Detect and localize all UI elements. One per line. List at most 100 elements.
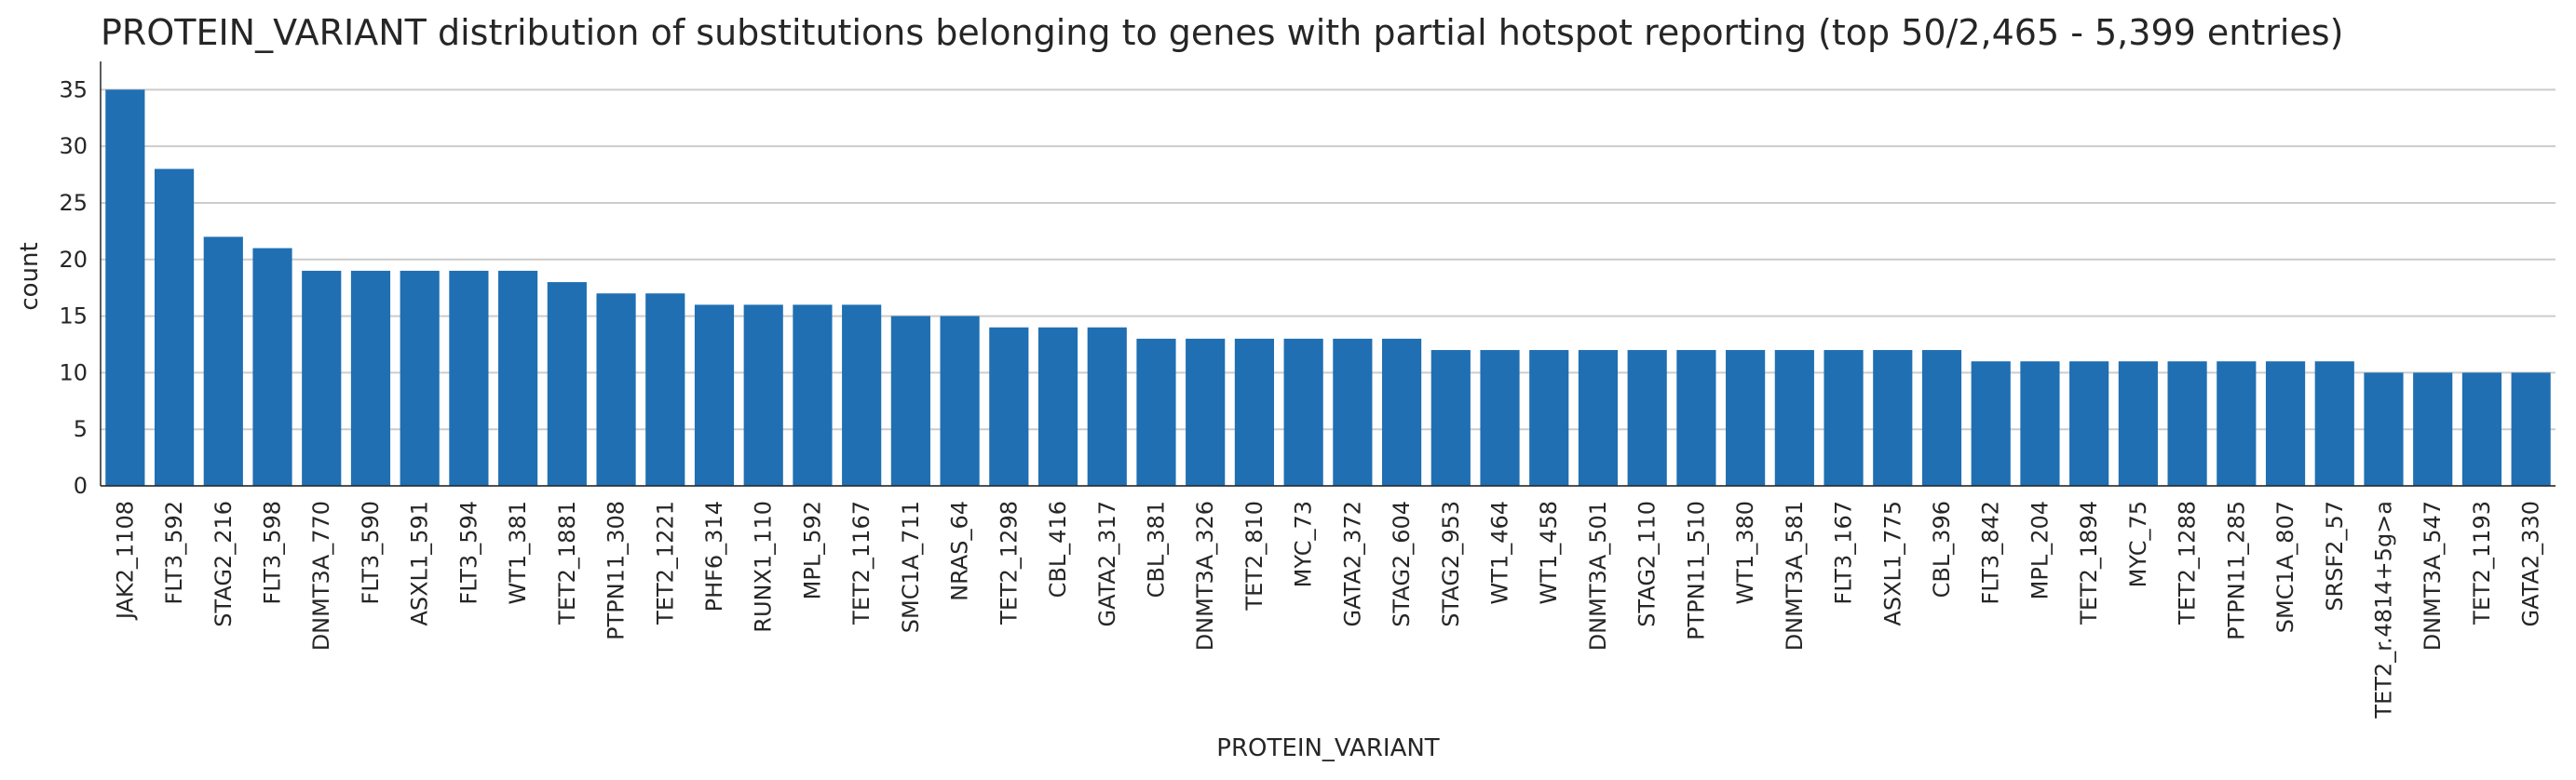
x-tick-label: FLT3_590: [358, 501, 384, 605]
bar: [743, 304, 783, 486]
x-tick-label: ASXL1_775: [1879, 501, 1905, 626]
bar: [105, 89, 145, 486]
bar: [1430, 350, 1471, 486]
x-tick-label: GATA2_317: [1094, 501, 1120, 626]
bar: [2265, 361, 2306, 486]
x-axis-label: PROTEIN_VARIANT: [1216, 734, 1440, 762]
x-tick-label: FLT3_167: [1831, 501, 1857, 605]
x-tick-label: FLT3_842: [1978, 501, 2004, 605]
bar: [2511, 372, 2551, 486]
x-tick-label: PTPN11_308: [603, 501, 630, 640]
x-tick-label: PTPN11_285: [2223, 501, 2249, 640]
x-tick-label: MYC_75: [2125, 501, 2151, 587]
bar: [1087, 327, 1127, 486]
x-tick-label: GATA2_330: [2518, 501, 2544, 626]
bar: [1480, 350, 1520, 486]
bar: [400, 270, 440, 486]
x-tick-label: WT1_380: [1732, 501, 1758, 604]
y-tick-label: 15: [59, 303, 88, 329]
bar: [498, 270, 538, 486]
x-tick-label: JAK2_1108: [112, 501, 138, 621]
bar: [154, 168, 195, 486]
bar: [1627, 350, 1667, 486]
x-tick-label: ASXL1_591: [407, 501, 433, 626]
bar: [203, 236, 243, 486]
bar: [2069, 361, 2109, 486]
y-tick-label: 0: [74, 473, 88, 499]
y-tick-label: 25: [59, 190, 88, 216]
x-tick-label: CBL_396: [1929, 501, 1955, 598]
bar: [1873, 350, 1913, 486]
bar: [1234, 338, 1275, 486]
bars: [105, 89, 2551, 486]
bar: [2217, 361, 2257, 486]
bar: [1676, 350, 1716, 486]
x-tick-label: DNMT3A_581: [1782, 501, 1808, 651]
x-tick-label: SRSF2_57: [2322, 501, 2348, 612]
x-tick-label: TET2_1881: [554, 501, 580, 625]
x-tick-label: FLT3_598: [260, 501, 286, 605]
bar: [2413, 372, 2453, 486]
y-tick-label: 10: [59, 359, 88, 385]
bar: [1283, 338, 1323, 486]
bar: [1824, 350, 1864, 486]
x-tick-label: FLT3_594: [455, 501, 481, 605]
x-tick-label: DNMT3A_547: [2420, 501, 2446, 651]
x-tick-label: TET2_1167: [848, 501, 874, 625]
x-tick-label: PHF6_314: [701, 501, 727, 612]
x-tick-label: TET2_1193: [2469, 501, 2495, 625]
bar: [793, 304, 833, 486]
x-tick-label: RUNX1_110: [751, 501, 777, 633]
x-tick-label: FLT3_592: [161, 501, 187, 605]
x-tick-label: DNMT3A_770: [308, 501, 334, 651]
x-tick-label: TET2_1288: [2175, 501, 2201, 625]
x-tick-label: STAG2_110: [1634, 501, 1661, 627]
bar: [1136, 338, 1176, 486]
bar: [2167, 361, 2207, 486]
x-tick-label: TET2_1221: [652, 501, 678, 625]
bar: [1381, 338, 1422, 486]
x-tick-label: STAG2_604: [1389, 501, 1415, 627]
bar: [547, 282, 587, 486]
bar: [1186, 338, 1226, 486]
x-tick-label: PTPN11_510: [1683, 501, 1709, 640]
x-tick-label: WT1_458: [1536, 501, 1562, 604]
bar: [596, 293, 636, 486]
x-tick-label: MYC_73: [1291, 501, 1317, 587]
x-tick-label: DNMT3A_326: [1192, 501, 1218, 651]
bar: [645, 293, 685, 486]
bar: [2118, 361, 2158, 486]
x-tick-label: WT1_381: [505, 501, 531, 604]
bar: [252, 248, 292, 486]
bar: [2461, 372, 2502, 486]
bar: [1578, 350, 1619, 486]
bar: [842, 304, 882, 486]
bar: [449, 270, 489, 486]
bar: [1774, 350, 1814, 486]
x-tick-label: MPL_592: [799, 501, 825, 599]
bar: [1726, 350, 1766, 486]
bar: [2364, 372, 2404, 486]
x-tick-label: TET2_810: [1241, 501, 1268, 612]
y-tick-label: 5: [74, 416, 88, 442]
x-tick-label: CBL_381: [1143, 501, 1169, 598]
bar: [989, 327, 1029, 486]
x-tick-label: MPL_204: [2027, 501, 2053, 599]
x-tick-label: TET2_1298: [996, 501, 1022, 625]
y-tick-label: 20: [59, 247, 88, 273]
bar: [302, 270, 342, 486]
bar: [2020, 361, 2060, 486]
x-tick-label: TET2_r.4814+5g>a: [2370, 501, 2396, 719]
x-tick-label: SMC1A_711: [898, 501, 924, 633]
bar: [1037, 327, 1078, 486]
chart-title: PROTEIN_VARIANT distribution of substitu…: [101, 12, 2343, 53]
x-tick-label: DNMT3A_501: [1585, 501, 1611, 651]
y-tick-labels: 0 5 10 15 20 25 30 35: [59, 76, 88, 499]
x-tick-label: STAG2_216: [210, 501, 237, 627]
bar: [1529, 350, 1569, 486]
bar: [694, 304, 735, 486]
bar: [1333, 338, 1373, 486]
x-tick-label: WT1_464: [1487, 501, 1513, 604]
x-tick-label: GATA2_372: [1339, 501, 1365, 626]
